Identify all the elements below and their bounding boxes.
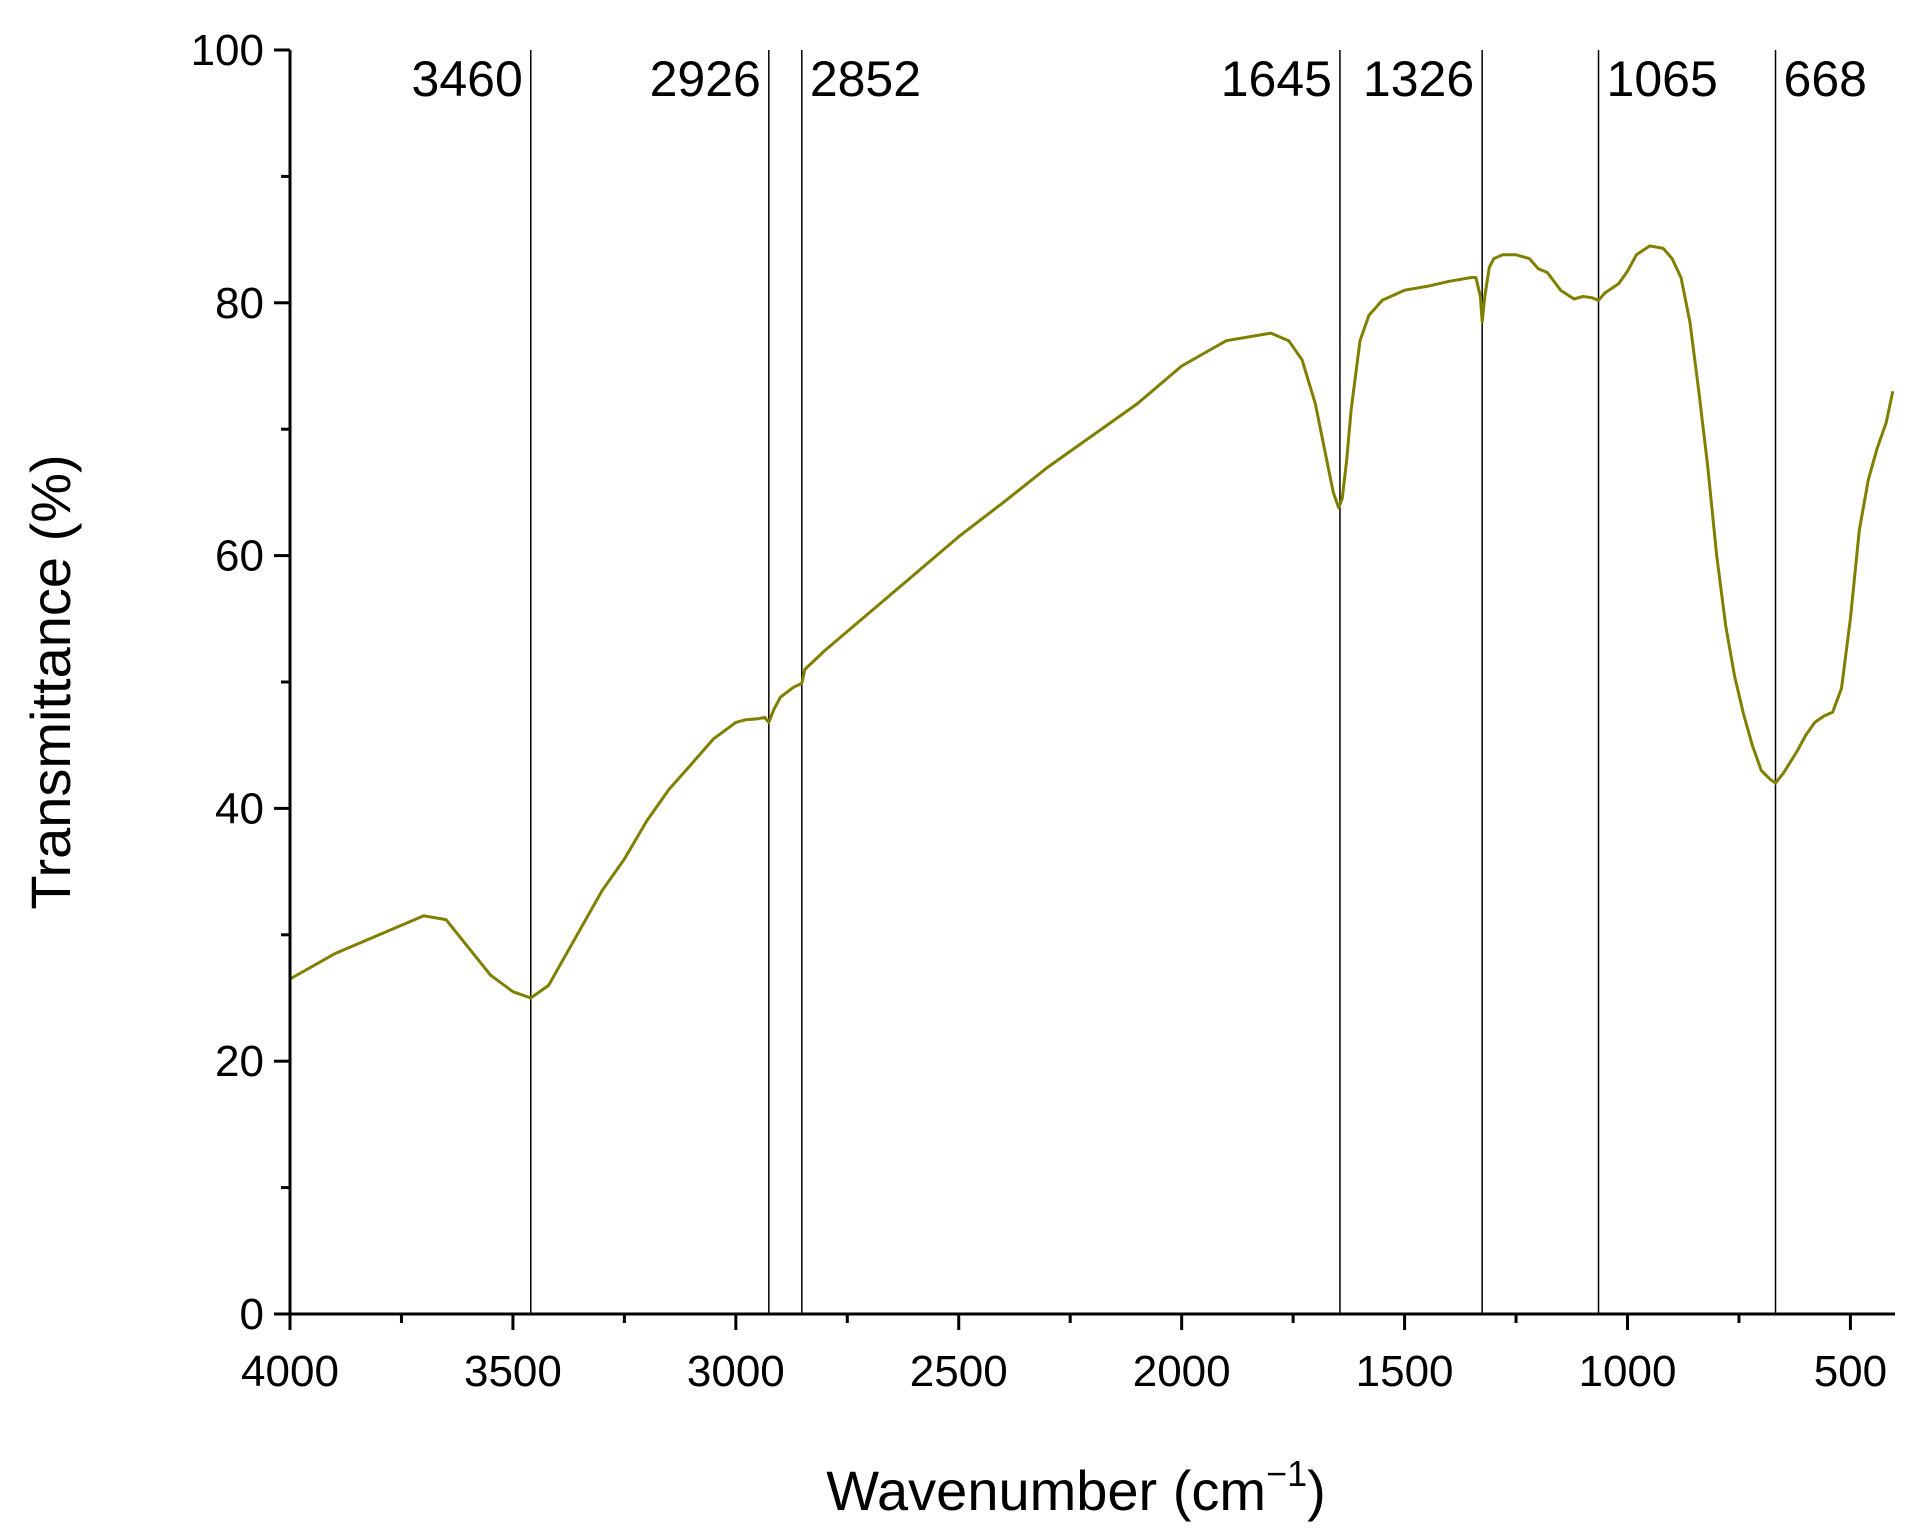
y-tick-label: 40 bbox=[215, 784, 264, 833]
spectrum-line bbox=[289, 244, 1895, 1000]
y-tick-label: 80 bbox=[215, 279, 264, 328]
peak-label-2852: 2852 bbox=[810, 51, 921, 107]
x-ticks: 4000 3500 3000 2500 2000 1500 1000 500 bbox=[241, 1314, 1887, 1396]
x-tick-label: 3500 bbox=[464, 1347, 562, 1396]
peak-lines bbox=[530, 50, 1777, 1314]
x-axis-title-superscript: −1 bbox=[1266, 1453, 1307, 1494]
peak-label-3460: 3460 bbox=[412, 51, 523, 107]
x-tick-label: 500 bbox=[1814, 1347, 1887, 1396]
peak-label-1326: 1326 bbox=[1363, 51, 1474, 107]
x-tick-label: 1000 bbox=[1579, 1347, 1677, 1396]
peak-label-2926: 2926 bbox=[650, 51, 761, 107]
y-ticks: 0 20 40 60 80 100 bbox=[191, 26, 290, 1339]
x-tick-label: 4000 bbox=[241, 1347, 339, 1396]
peak-label-1065: 1065 bbox=[1607, 51, 1718, 107]
y-axis-title: Transmittance (%) bbox=[19, 454, 82, 909]
y-tick-label: 20 bbox=[215, 1037, 264, 1086]
x-tick-label: 1500 bbox=[1356, 1347, 1454, 1396]
x-tick-label: 3000 bbox=[687, 1347, 785, 1396]
x-tick-label: 2500 bbox=[910, 1347, 1008, 1396]
x-axis-title-end: ) bbox=[1307, 1459, 1326, 1522]
peak-label-668: 668 bbox=[1784, 51, 1867, 107]
y-tick-label: 0 bbox=[240, 1290, 264, 1339]
y-tick-label: 60 bbox=[215, 532, 264, 581]
x-axis-title: Wavenumber (cm−1) bbox=[826, 1453, 1326, 1522]
y-tick-label: 100 bbox=[191, 26, 264, 75]
x-tick-label: 2000 bbox=[1133, 1347, 1231, 1396]
peak-labels: 3460 2926 2852 1645 1326 1065 668 bbox=[412, 51, 1867, 107]
peak-label-1645: 1645 bbox=[1221, 51, 1332, 107]
